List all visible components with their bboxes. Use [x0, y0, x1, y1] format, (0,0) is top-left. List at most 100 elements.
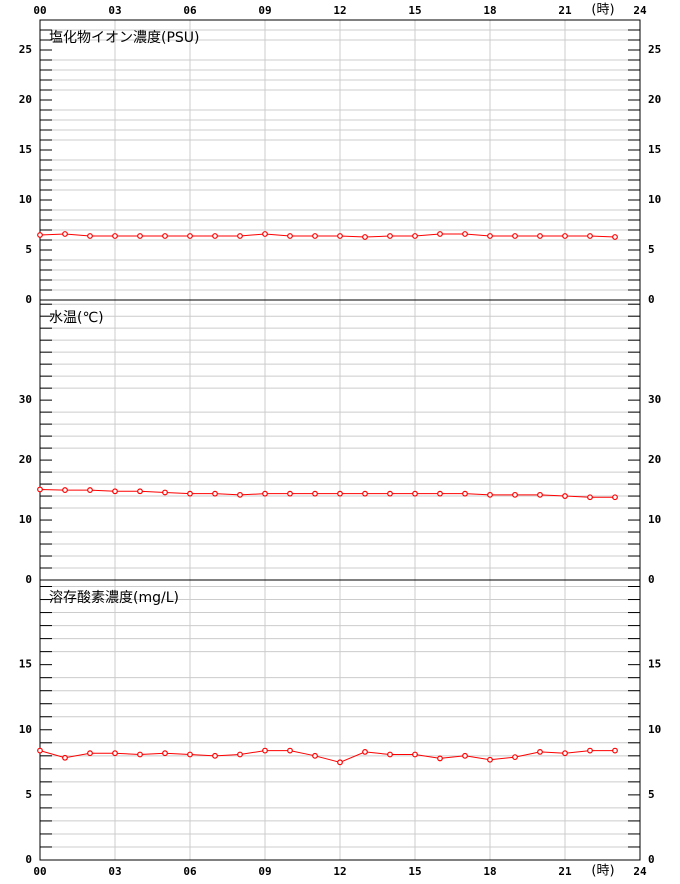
- x-tick-label: 03: [108, 865, 121, 878]
- data-point: [162, 233, 168, 239]
- y-tick-label: 0: [25, 293, 32, 306]
- y-tick-label: 5: [648, 788, 655, 801]
- x-axis-label: (時): [591, 3, 614, 18]
- x-tick-label: 18: [483, 865, 496, 878]
- data-point: [512, 491, 518, 498]
- data-point: [112, 488, 118, 495]
- data-point: [462, 490, 468, 497]
- y-tick-label: 0: [648, 573, 655, 586]
- data-point: [487, 491, 493, 498]
- y-tick-label: 0: [648, 853, 655, 866]
- x-tick-label: 24: [633, 865, 647, 878]
- data-point: [262, 490, 268, 497]
- y-tick-label: 15: [19, 143, 32, 156]
- data-point: [87, 487, 93, 493]
- y-tick-label: 20: [19, 93, 32, 106]
- y-tick-label: 20: [648, 453, 661, 466]
- data-point: [387, 233, 393, 239]
- y-tick-label: 10: [19, 723, 32, 736]
- data-point: [337, 759, 343, 766]
- data-point: [62, 487, 68, 493]
- data-point: [612, 234, 618, 240]
- data-point: [537, 749, 543, 755]
- data-point: [562, 750, 568, 757]
- data-point: [37, 747, 43, 754]
- data-point: [537, 233, 543, 239]
- x-tick-label: 12: [333, 4, 346, 17]
- y-tick-label: 15: [648, 143, 661, 156]
- data-point: [287, 747, 293, 754]
- data-point: [62, 231, 68, 237]
- data-point: [412, 233, 418, 239]
- y-tick-label: 30: [648, 393, 661, 406]
- data-point: [87, 233, 93, 239]
- data-line: [39, 750, 615, 763]
- data-point: [212, 752, 218, 759]
- x-tick-label: 24: [633, 4, 647, 17]
- data-point: [312, 490, 318, 497]
- data-point: [412, 490, 418, 497]
- data-point: [337, 490, 343, 497]
- data-point: [162, 750, 168, 757]
- data-point: [387, 751, 393, 758]
- data-point: [487, 233, 493, 239]
- x-axis-label: (時): [591, 864, 614, 879]
- x-tick-label: 09: [258, 865, 271, 878]
- x-tick-label: 15: [408, 4, 421, 17]
- x-tick-label: 21: [558, 865, 572, 878]
- y-tick-label: 10: [19, 513, 32, 526]
- data-point: [362, 749, 368, 755]
- data-point: [362, 490, 368, 497]
- data-point: [437, 490, 443, 497]
- data-point: [387, 490, 393, 497]
- data-point: [112, 750, 118, 757]
- data-point: [137, 751, 143, 758]
- x-tick-label: 12: [333, 865, 346, 878]
- data-point: [512, 233, 518, 239]
- panel-title: 塩化物イオン濃度(PSU): [49, 30, 200, 46]
- data-line: [39, 233, 616, 238]
- y-tick-label: 25: [19, 43, 32, 56]
- x-tick-label: 15: [408, 865, 421, 878]
- y-tick-label: 10: [648, 193, 661, 206]
- data-point: [262, 231, 268, 237]
- data-point: [37, 232, 43, 238]
- data-point: [137, 233, 143, 239]
- data-point: [437, 231, 443, 237]
- data-point: [562, 493, 568, 499]
- y-tick-label: 30: [19, 393, 32, 406]
- y-tick-label: 0: [648, 293, 655, 306]
- data-point: [587, 747, 593, 754]
- data-point: [362, 234, 368, 240]
- x-tick-label: 00: [33, 4, 46, 17]
- y-tick-label: 15: [648, 658, 661, 671]
- y-tick-label: 10: [19, 193, 32, 206]
- y-tick-label: 10: [648, 723, 661, 736]
- data-point: [212, 233, 218, 239]
- data-point: [337, 233, 343, 239]
- data-point: [312, 233, 318, 239]
- data-point: [112, 233, 118, 239]
- y-tick-label: 0: [25, 853, 32, 866]
- data-point: [462, 752, 468, 759]
- data-point: [562, 233, 568, 239]
- y-tick-label: 25: [648, 43, 661, 56]
- x-tick-label: 18: [483, 4, 496, 17]
- data-point: [87, 750, 93, 757]
- data-point: [137, 488, 143, 495]
- y-tick-label: 5: [25, 243, 32, 256]
- data-point: [612, 747, 618, 754]
- data-point: [287, 233, 293, 239]
- data-point: [612, 494, 618, 501]
- data-point: [287, 490, 293, 497]
- data-point: [62, 754, 68, 761]
- data-point: [187, 490, 193, 497]
- data-point: [237, 751, 243, 758]
- x-tick-label: 03: [108, 4, 121, 17]
- data-point: [212, 490, 218, 497]
- data-point: [262, 747, 268, 754]
- data-point: [237, 233, 243, 239]
- y-tick-label: 20: [19, 453, 32, 466]
- x-tick-label: 21: [558, 4, 572, 17]
